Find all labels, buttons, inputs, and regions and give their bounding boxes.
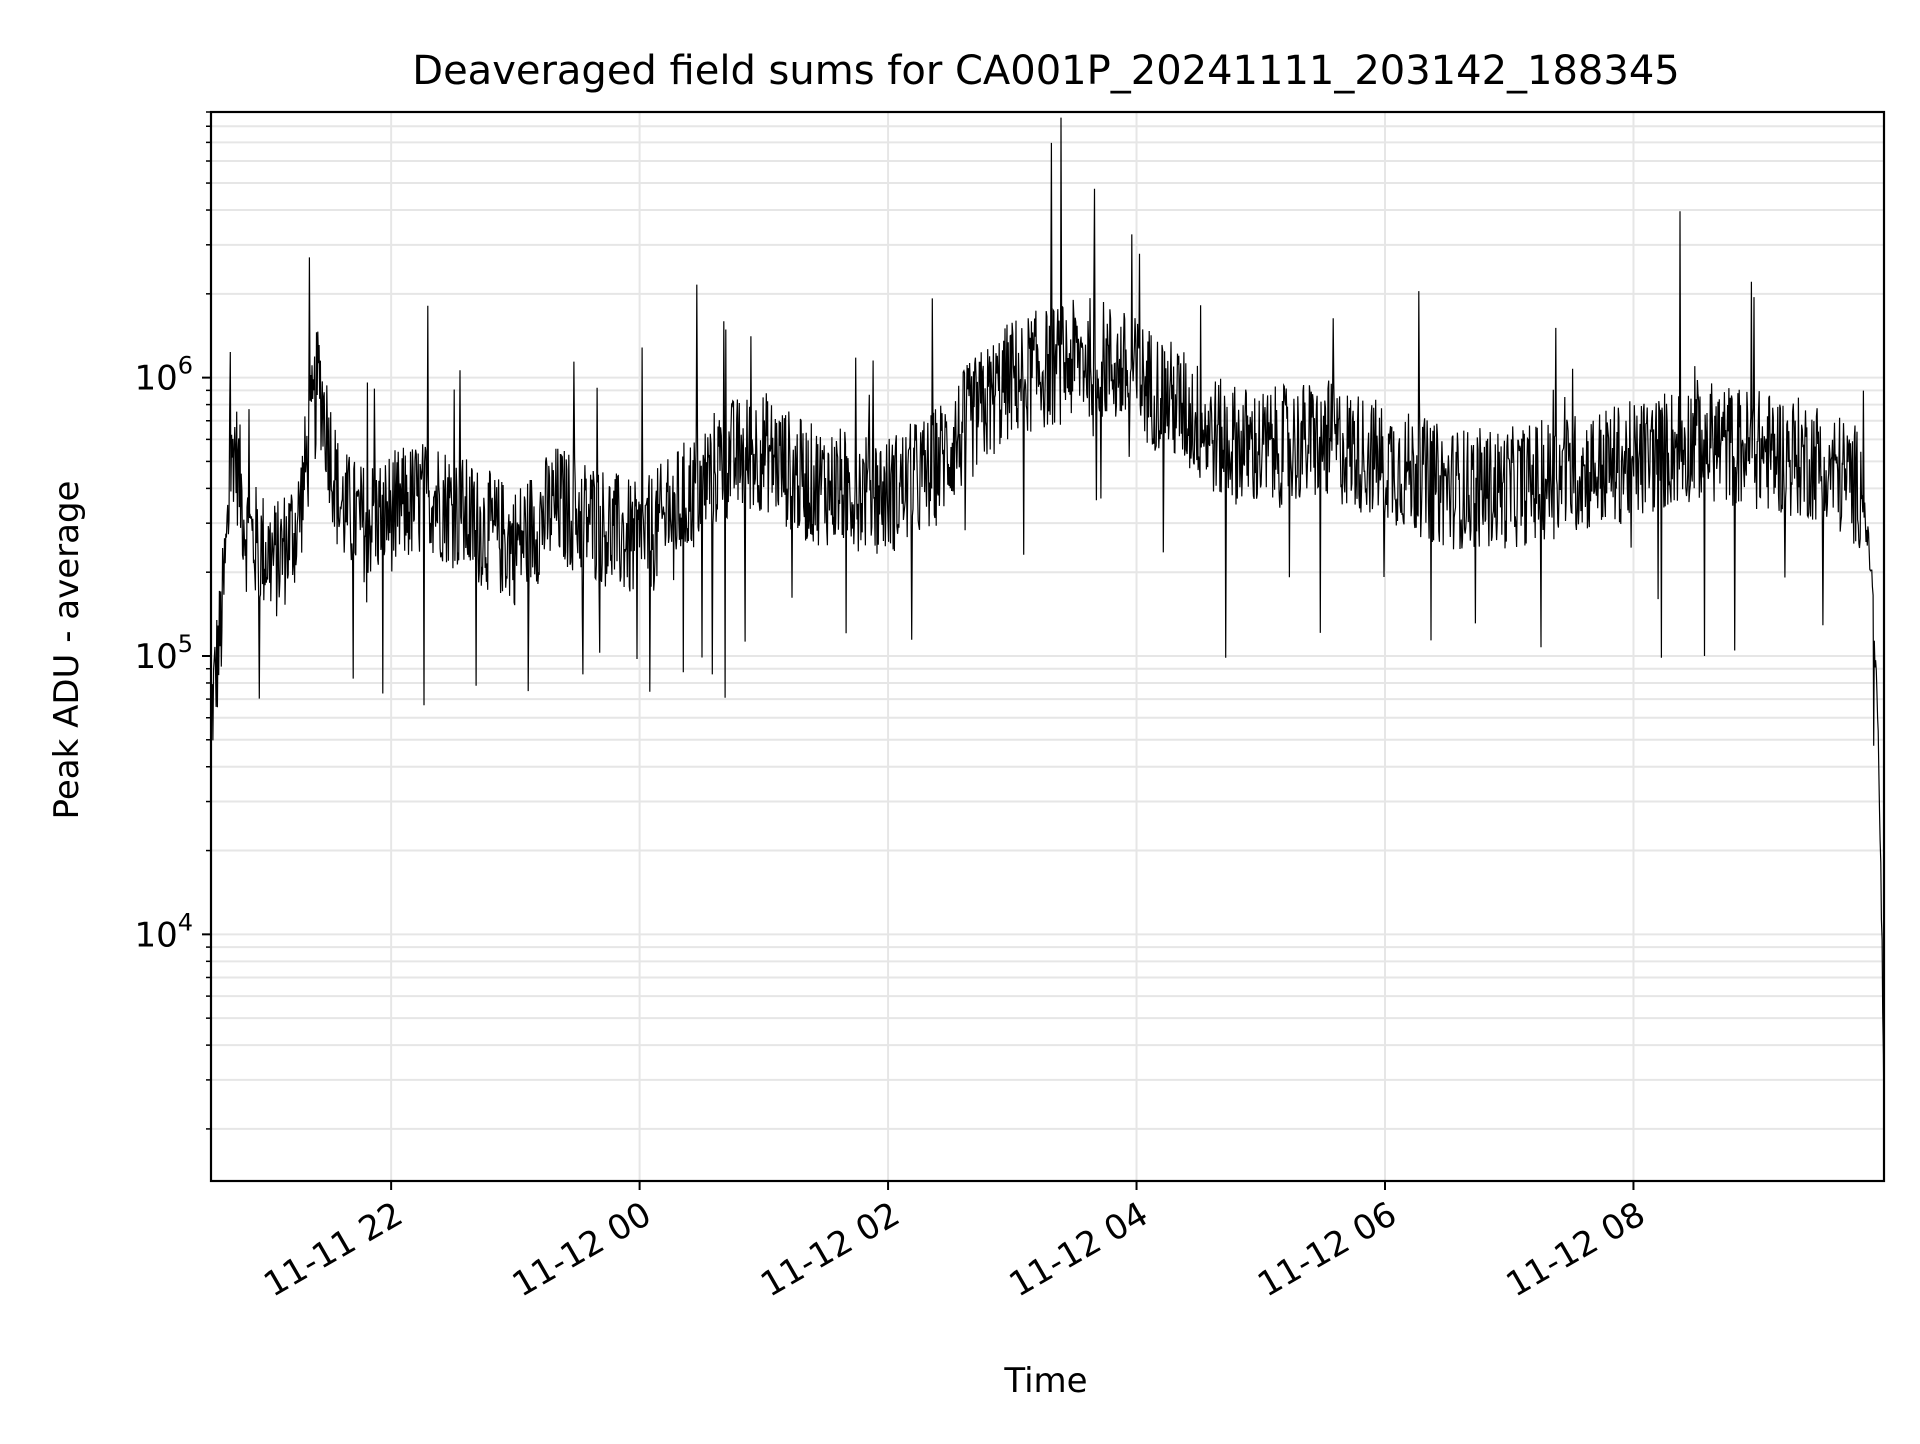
x-axis-label: Time xyxy=(1003,1361,1087,1401)
y-tick-label: 106 xyxy=(134,352,193,399)
series-line xyxy=(210,117,1885,1120)
y-tick-label: 104 xyxy=(134,908,193,955)
y-axis-label: Peak ADU - average xyxy=(47,481,87,820)
plot-frame xyxy=(209,110,1886,1183)
y-tick-label: 105 xyxy=(134,630,193,677)
chart-title: Deaveraged field sums for CA001P_2024111… xyxy=(412,48,1679,94)
